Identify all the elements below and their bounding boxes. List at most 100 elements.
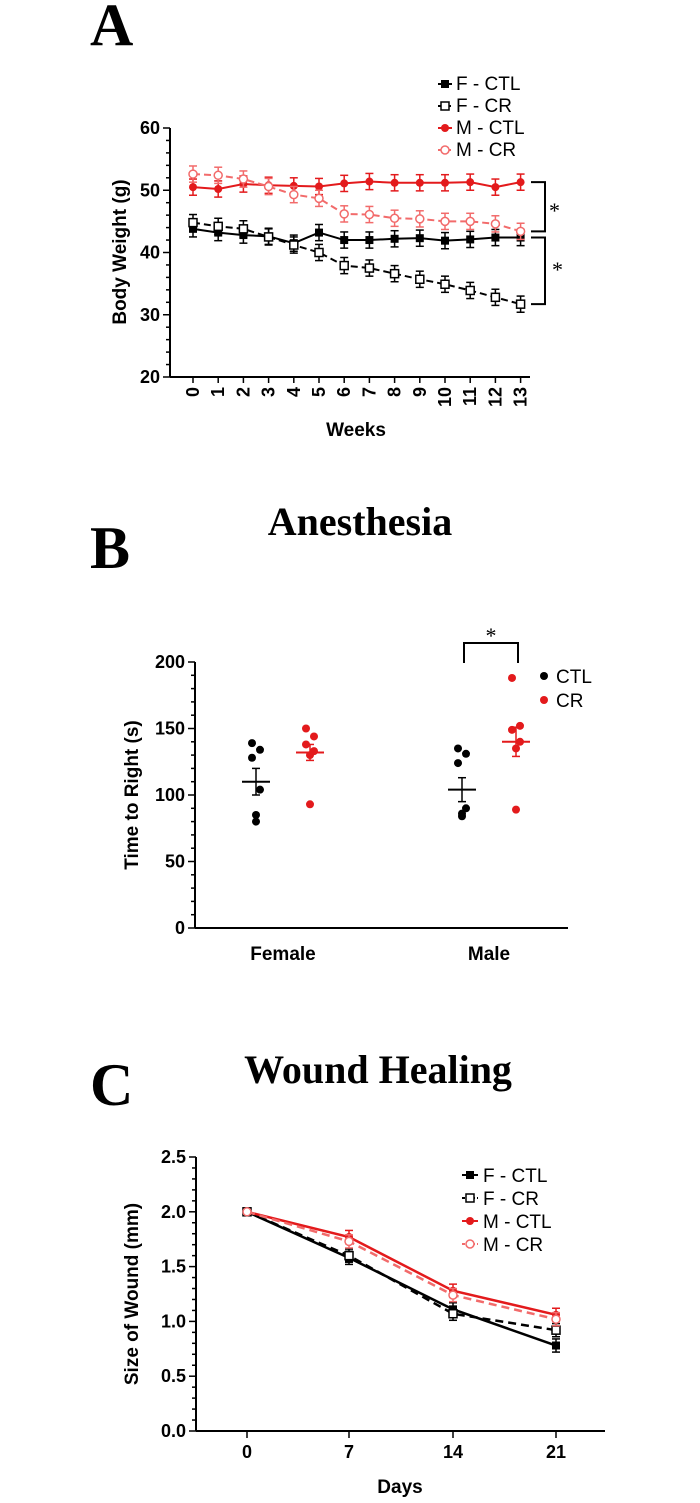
y-tick-label: 0.0: [161, 1421, 186, 1441]
data-point: [389, 213, 400, 224]
data-point: [248, 753, 256, 762]
legend-marker: [540, 672, 548, 680]
sem-bar: [458, 776, 466, 803]
panel-letter-b: B: [90, 515, 130, 581]
bracket-shape: [531, 236, 546, 306]
data-point: [462, 749, 470, 758]
data-point: [289, 240, 299, 250]
legend-marker: [465, 1239, 475, 1249]
data-point: [441, 236, 449, 245]
significance-star: *: [549, 198, 560, 223]
legend-label: M - CTL: [483, 1212, 552, 1233]
x-tick-label: 11: [460, 387, 480, 406]
data-point: [306, 800, 314, 809]
legend-label: F - CTL: [483, 1166, 547, 1187]
data-point: [552, 1341, 560, 1350]
x-tick-label: 9: [410, 387, 430, 397]
data-point: [390, 234, 399, 243]
data-point: [466, 178, 475, 187]
data-point: [242, 1207, 252, 1217]
legend-label: M - CR: [456, 140, 516, 161]
data-point: [238, 224, 249, 234]
data-point: [415, 178, 424, 187]
x-tick-label: 14: [443, 1442, 463, 1462]
series-0: [242, 739, 476, 826]
x-axis-title: Days: [377, 1477, 422, 1498]
data-point: [315, 182, 323, 191]
x-tick-label: 10: [435, 387, 455, 407]
legend-marker: [466, 1171, 474, 1179]
y-tick-label: 50: [140, 180, 160, 200]
x-tick-label: 12: [485, 387, 505, 407]
y-tick-label: 60: [140, 118, 160, 138]
bracket-shape: [463, 642, 519, 663]
data-point: [466, 235, 475, 244]
x-tick-label: 2: [233, 387, 253, 397]
data-point: [364, 209, 375, 220]
data-point: [390, 178, 399, 187]
significance-star: *: [486, 623, 497, 648]
significance-bracket: [463, 642, 519, 663]
chart-title-anesthesia: Anesthesia: [268, 499, 452, 544]
y-axis-title: Size of Wound (mm): [122, 1203, 143, 1385]
data-point: [339, 209, 349, 219]
data-point: [314, 247, 324, 258]
wound-healing-chart: 0.0 0.5 1.0 1.5 2.0 2.5 0 7 14 21 Days Size of Woun…: [122, 1147, 605, 1498]
y-tick-label: 200: [155, 652, 185, 672]
data-point: [389, 268, 400, 279]
legend-marker: [441, 80, 449, 88]
chart-title-wound-healing: Wound Healing: [244, 1047, 512, 1092]
x-tick-label: 7: [344, 1442, 354, 1462]
significance-bracket: [531, 236, 546, 306]
data-point: [516, 721, 524, 730]
x-category-label: Male: [468, 944, 510, 965]
data-point: [189, 183, 197, 192]
data-point: [214, 185, 223, 194]
y-axis-title: Body Weight (g): [110, 179, 131, 324]
data-point: [512, 805, 520, 814]
series-line: [246, 1210, 557, 1321]
series-line: [192, 227, 521, 245]
data-point: [448, 1290, 458, 1300]
x-tick-label: 8: [385, 387, 405, 397]
data-point: [364, 263, 375, 273]
y-tick-label: 50: [165, 852, 185, 872]
x-tick-label: 6: [334, 387, 354, 397]
data-point: [365, 236, 374, 245]
data-point: [314, 193, 324, 204]
data-point: [415, 214, 425, 224]
data-point: [310, 732, 318, 741]
series-line: [192, 180, 521, 191]
panel-letter-c: C: [90, 1052, 133, 1118]
legend-marker: [465, 1193, 475, 1203]
data-point: [490, 219, 501, 229]
data-point: [551, 1325, 561, 1335]
sem-bar: [306, 743, 314, 762]
anesthesia-chart: 0 50 100 150 200 Female Male Time to Right (s) C…: [122, 623, 592, 965]
x-tick-label: 4: [284, 387, 304, 397]
x-tick-label: 7: [359, 387, 379, 397]
significance-bracket: [531, 181, 546, 233]
data-point: [340, 179, 349, 188]
data-point: [440, 216, 450, 227]
legend-label: CR: [556, 691, 583, 712]
y-tick-label: 1.5: [161, 1257, 186, 1277]
data-point: [256, 785, 264, 794]
data-point: [339, 260, 349, 271]
data-point: [454, 759, 462, 768]
legend-label: F - CTL: [456, 74, 520, 95]
y-tick-label: 2.5: [161, 1147, 186, 1167]
data-point: [491, 233, 500, 242]
x-tick-label: 5: [309, 387, 329, 397]
data-point: [516, 178, 525, 187]
data-point: [238, 174, 249, 184]
data-point: [508, 673, 516, 682]
data-point: [490, 292, 501, 303]
data-point: [415, 274, 425, 285]
legend-marker: [440, 145, 450, 155]
legend-label: F - CR: [456, 96, 512, 117]
data-point: [188, 217, 198, 228]
series-line: [246, 1210, 557, 1317]
